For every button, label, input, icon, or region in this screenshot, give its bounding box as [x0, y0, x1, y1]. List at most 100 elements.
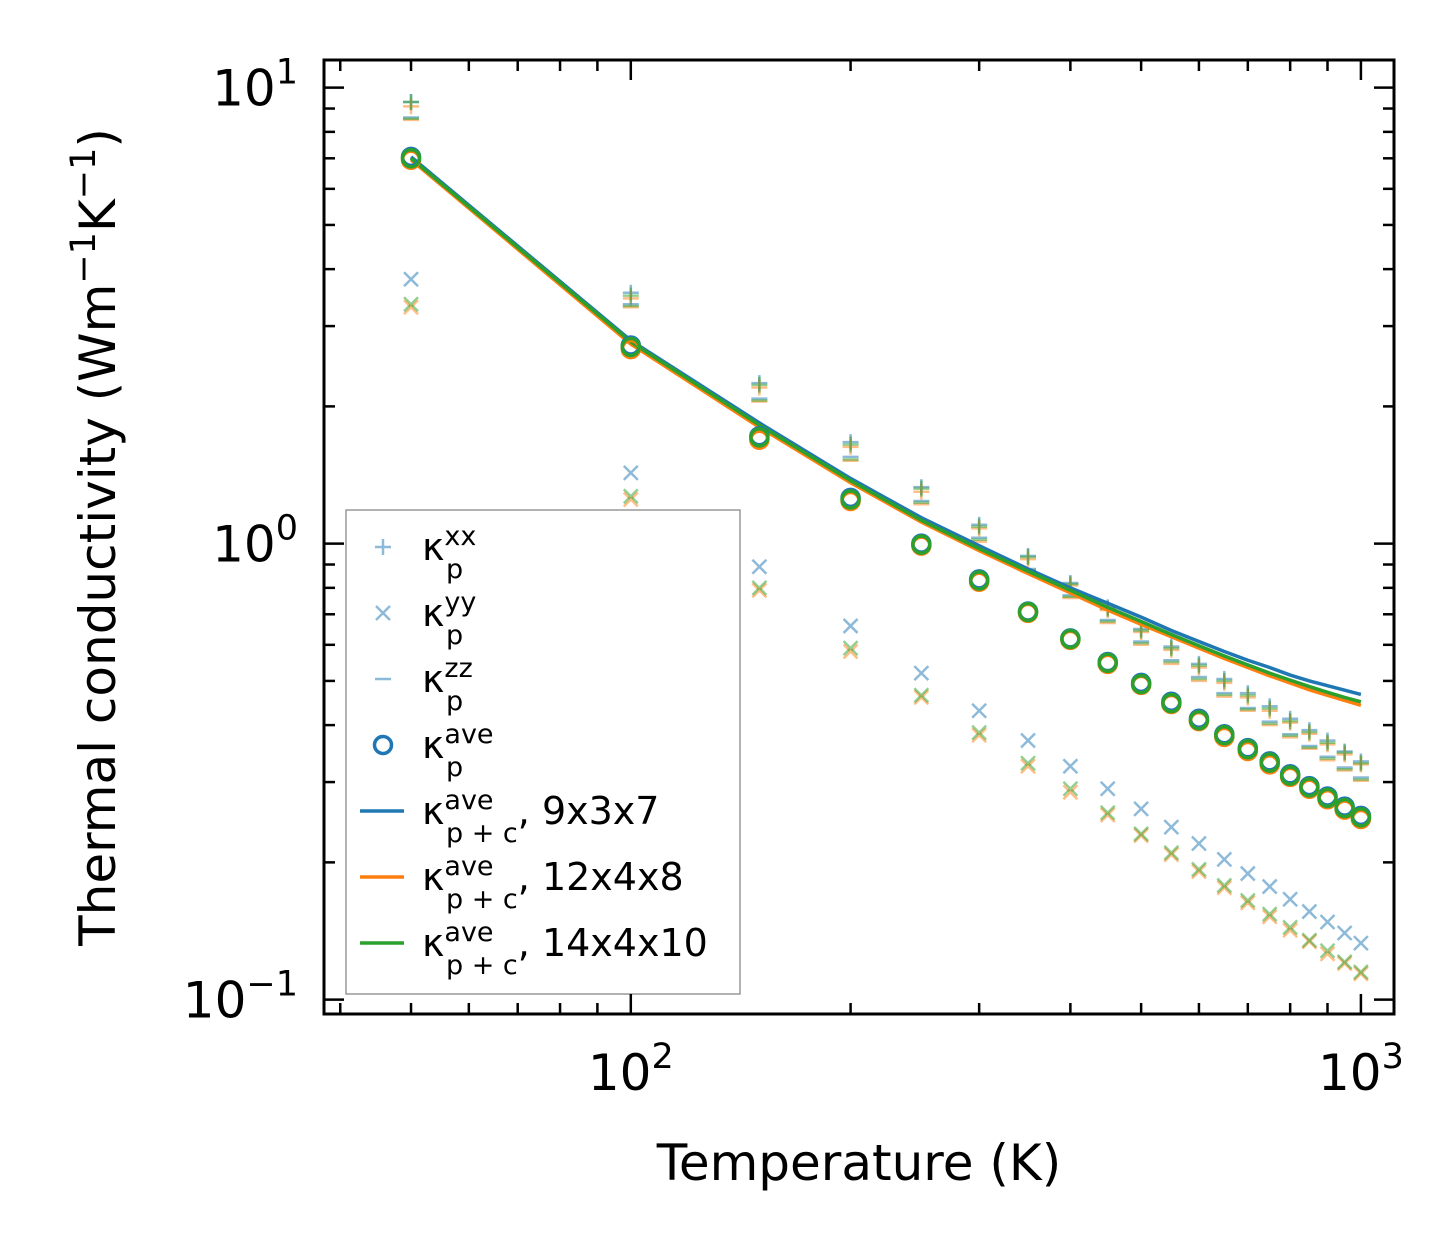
legend-entry: κyy p	[375, 587, 476, 651]
kappa_p_yy-point	[403, 271, 419, 288]
legend-entry: κzz p	[375, 653, 473, 717]
kappa_p_yy-point	[403, 299, 419, 316]
y-tick-label: 10−1	[183, 965, 298, 1030]
kappa_p_yy-series-14x4x10	[403, 296, 1369, 980]
legend-symbol: κ	[422, 855, 444, 899]
y-tick-label-exp: 1	[276, 53, 298, 93]
kappa_p_yy-point	[1062, 780, 1079, 797]
kappa_p_yy-point	[842, 640, 859, 657]
y-axis-label-text: Thermal conductivity (Wm	[69, 284, 127, 947]
kappa_p_yy-point	[971, 702, 988, 719]
kappa_p_yy-point	[1239, 892, 1256, 909]
kappa_p_ave-series-14x4x10	[400, 148, 1372, 828]
data-layer	[400, 94, 1372, 982]
kappa_p_yy-point	[1216, 879, 1233, 896]
kappa_p_ave-point	[1214, 725, 1235, 746]
legend-sup: ave	[444, 851, 493, 882]
kappa_p_yy-point	[622, 491, 639, 508]
kappa_p_yy-point	[1062, 784, 1079, 801]
kappa_p_yy-point	[1020, 755, 1036, 772]
kappa_p_yy-point	[751, 558, 768, 575]
kappa-pc-ave-line-12x4x8	[409, 158, 1362, 708]
kappa_p_ave-point	[400, 148, 422, 169]
legend-marker-plus	[375, 539, 391, 555]
kappa_p_yy-point	[1282, 919, 1299, 936]
kappa_p_ave-point	[1097, 652, 1118, 674]
legend-entry: κxx p	[375, 521, 476, 585]
kappa-pc-ave-line-14x4x10	[409, 156, 1362, 704]
kappa_p_xx-point	[1020, 548, 1037, 565]
kappa_p_xx-point	[1216, 672, 1233, 689]
x-tick-label-base: 10	[588, 1044, 652, 1102]
legend-label: κave p + c, 9x3x7	[422, 785, 659, 849]
kappa_p_yy-point	[1216, 851, 1233, 868]
legend-symbol: κ	[422, 921, 444, 965]
kappa_p_xx-point	[403, 94, 420, 111]
kappa_p_yy-point	[1239, 865, 1256, 882]
legend-sup: zz	[444, 653, 472, 684]
legend-symbol: κ	[422, 591, 444, 635]
legend-label: κave p	[422, 719, 494, 783]
kappa_p_ave-point	[1017, 601, 1039, 623]
kappa_p_yy-point	[1020, 732, 1036, 749]
legend-entry: κave p + c, 12x4x8	[360, 851, 684, 915]
kappa-pc-ave-line-9x3x7	[409, 155, 1362, 697]
kappa_p_xx-point	[1301, 724, 1318, 741]
kappa_p_yy-point	[1261, 878, 1278, 895]
legend-sub: p + c	[446, 818, 518, 849]
kappa_p_yy-point	[1163, 846, 1180, 863]
y-tick-label: 100	[212, 509, 298, 574]
kappa_p_xx-point	[971, 518, 988, 535]
kappa_p_yy-point	[1216, 877, 1233, 894]
legend-sup: ave	[444, 917, 493, 948]
kappa_p_yy-point	[1099, 780, 1116, 797]
kappa_p_yy-point	[913, 689, 930, 706]
kappa_p_yy-point	[1163, 819, 1180, 835]
legend-sub: p	[446, 686, 463, 717]
kappa_p_yy-point	[1282, 891, 1299, 908]
legend-marker-circle	[372, 734, 394, 756]
kappa_p_ave-point	[1161, 692, 1182, 714]
kappa_p_yy-point	[1336, 925, 1353, 941]
kappa_p_xx-point	[913, 480, 930, 497]
legend-sub: p	[446, 554, 463, 585]
legend-sub: p	[446, 620, 463, 651]
y-tick-label-base: 10	[212, 60, 276, 118]
kappa_p_yy-point	[1336, 953, 1353, 970]
kappa_p_yy-point	[1261, 908, 1278, 925]
kappa_p_yy-point	[751, 582, 768, 599]
kappa_p_yy-point	[1191, 861, 1207, 878]
kappa_p_ave-point	[749, 427, 770, 448]
kappa_p_yy-point	[842, 618, 859, 634]
legend-sub: p + c	[446, 950, 518, 981]
legend-sup: ave	[444, 785, 493, 816]
legend-sup: ave	[444, 719, 493, 750]
kappa_p_xx-series-14x4x10	[403, 94, 1369, 772]
kappa_p_yy-point	[1353, 935, 1369, 952]
y-tick-label: 101	[212, 53, 298, 118]
y-axis-label-end: )	[69, 128, 127, 148]
x-tick-label: 102	[588, 1037, 674, 1102]
kappa_p_yy-point	[971, 727, 988, 744]
kappa_p_xx-point	[751, 376, 768, 393]
y-tick-label-base: 10	[212, 516, 276, 574]
kappa_p_xx-point	[622, 287, 639, 304]
kappa_p_yy-point	[1062, 758, 1079, 775]
legend-box	[345, 509, 741, 995]
y-axis-label-mid: K	[69, 198, 127, 232]
legend-label: κxx p	[422, 521, 476, 585]
kappa_p_ave-point	[840, 489, 861, 510]
kappa_p_xx-point	[1336, 744, 1353, 761]
legend-symbol: κ	[422, 525, 444, 569]
kappa_p_xx-point	[1190, 657, 1207, 674]
x-tick-label: 103	[1318, 1037, 1404, 1102]
legend-suffix: , 9x3x7	[518, 789, 660, 833]
x-axis-label: Temperature (K)	[656, 1134, 1061, 1192]
legend-sub: p + c	[446, 884, 518, 915]
kappa_p_yy-point	[1191, 835, 1207, 852]
kappa_p_yy-point	[1353, 964, 1369, 980]
kappa_p_ave-point	[1259, 752, 1280, 773]
kappa_p_ave-point	[968, 570, 990, 591]
